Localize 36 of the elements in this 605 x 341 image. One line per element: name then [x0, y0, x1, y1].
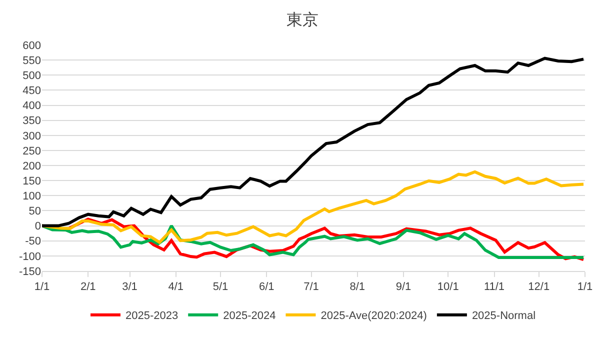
y-tick-label: 450: [22, 85, 41, 98]
y-tick-label: 350: [22, 115, 41, 128]
chart-title: 東京: [286, 10, 318, 29]
x-tick-label: 10/1: [437, 281, 459, 294]
y-tick-label: 550: [22, 54, 41, 67]
x-tick-label: 1/1: [34, 281, 50, 294]
y-tick-label: -50: [25, 236, 41, 248]
y-tick-label: 0: [34, 220, 41, 233]
x-tick-label: 1/1: [577, 281, 593, 294]
line-series: [42, 224, 585, 259]
legend-label: 2025-Normal: [472, 310, 536, 322]
x-tick-label: 8/1: [350, 281, 366, 294]
y-tick-label: -100: [18, 250, 41, 263]
line-series: [42, 56, 585, 228]
y-tick-label: 300: [22, 130, 41, 142]
y-tick-label: 500: [22, 70, 41, 82]
y-tick-label: 600: [22, 40, 41, 52]
x-tick-label: 11/1: [484, 281, 505, 294]
y-tick-label: -150: [18, 266, 41, 278]
y-tick-label: 100: [22, 190, 41, 203]
x-tick-label: 9/1: [396, 281, 412, 294]
y-tick-label: 50: [28, 206, 41, 218]
x-tick-label: 5/1: [212, 281, 228, 294]
x-tick-label: 7/1: [304, 281, 319, 294]
y-tick-label: 250: [22, 145, 41, 158]
legend-label: 2025-2023: [126, 310, 178, 322]
y-tick-label: 150: [22, 175, 41, 188]
x-tick-label: 3/1: [122, 281, 138, 294]
legend-label: 2025-2024: [223, 310, 276, 322]
y-tick-label: 200: [22, 160, 41, 172]
x-tick-label: 2/1: [80, 281, 96, 294]
x-tick-label: 12/1: [528, 281, 550, 294]
legend-label: 2025-Ave(2020:2024): [320, 310, 427, 322]
y-tick-label: 400: [22, 100, 41, 112]
x-tick-label: 4/1: [168, 281, 184, 294]
x-tick-label: 6/1: [258, 281, 274, 294]
